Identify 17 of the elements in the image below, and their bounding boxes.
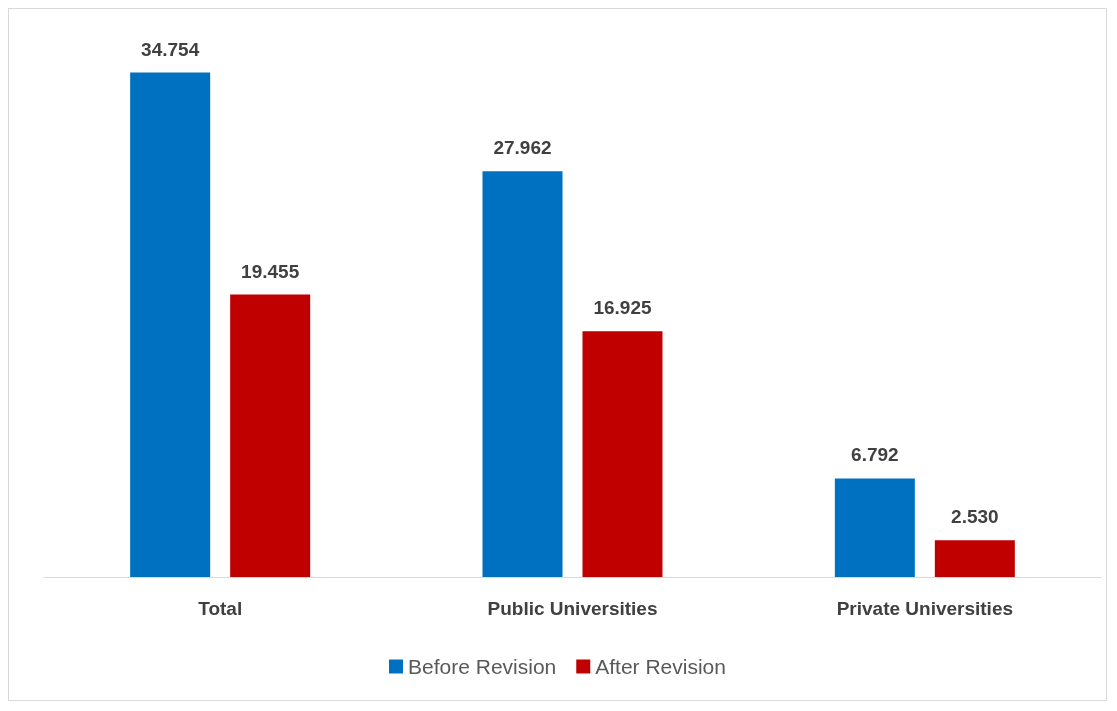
bar <box>482 171 563 577</box>
data-label: 2.530 <box>951 506 999 528</box>
data-label: 19.455 <box>241 260 300 282</box>
x-tick-label: Public Universities <box>487 598 658 619</box>
bar <box>130 72 211 577</box>
data-label: 27.962 <box>493 137 552 159</box>
data-label: 34.754 <box>141 38 200 60</box>
bar <box>230 294 311 577</box>
bar <box>834 478 915 577</box>
x-tick-label: Private Universities <box>836 598 1014 619</box>
legend-label: After Revision <box>595 655 726 678</box>
legend-label: Before Revision <box>408 655 557 678</box>
data-label: 16.925 <box>593 297 652 319</box>
data-label: 6.792 <box>851 444 899 466</box>
x-tick-label: Total <box>198 598 243 619</box>
bar <box>582 331 663 577</box>
bar <box>934 540 1015 577</box>
